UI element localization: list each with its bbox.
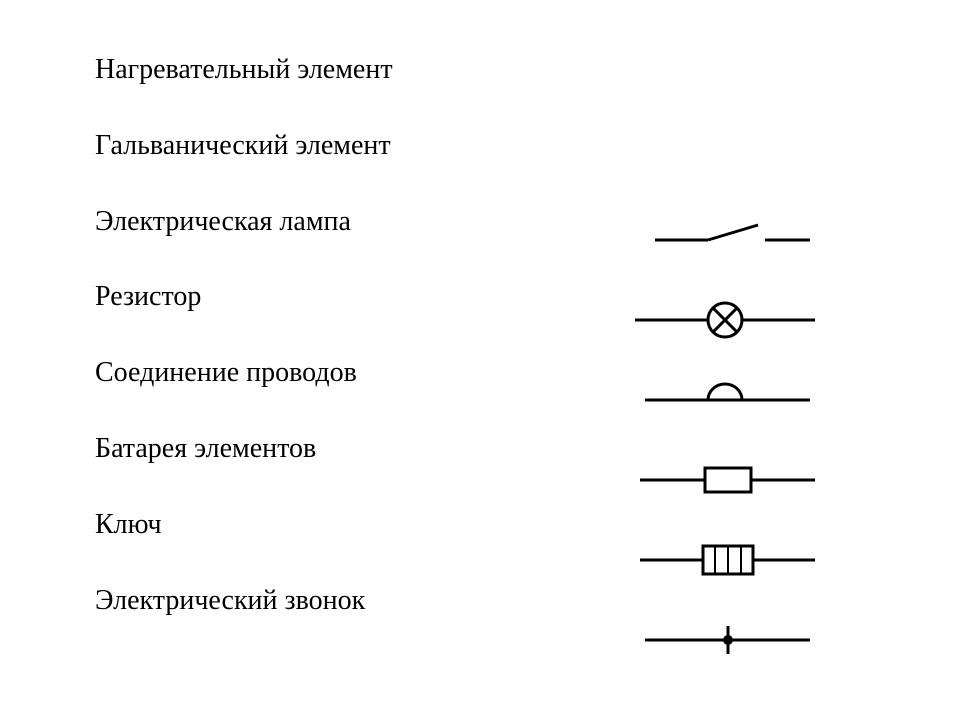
symbol-galvanic-cell-icon	[600, 40, 920, 120]
symbol-switch-icon	[600, 200, 920, 280]
page: Нагревательный элемент Гальванический эл…	[0, 0, 960, 720]
symbol-resistor-icon	[600, 440, 920, 520]
label-bell: Электрический звонок	[95, 586, 393, 617]
label-galvanic-cell: Гальванический элемент	[95, 131, 393, 162]
symbol-bell-icon	[600, 360, 920, 440]
symbol-battery-icon	[600, 120, 920, 200]
label-switch: Ключ	[95, 510, 393, 541]
symbol-lamp-icon	[600, 280, 920, 360]
symbol-column	[600, 40, 920, 680]
label-column: Нагревательный элемент Гальванический эл…	[95, 55, 393, 661]
symbol-wire-junction-icon	[600, 600, 920, 680]
symbol-heating-element-icon	[600, 520, 920, 600]
label-wire-junction: Соединение проводов	[95, 358, 393, 389]
label-lamp: Электрическая лампа	[95, 207, 393, 238]
label-heating-element: Нагревательный элемент	[95, 55, 393, 86]
label-resistor: Резистор	[95, 282, 393, 313]
label-battery: Батарея элементов	[95, 434, 393, 465]
